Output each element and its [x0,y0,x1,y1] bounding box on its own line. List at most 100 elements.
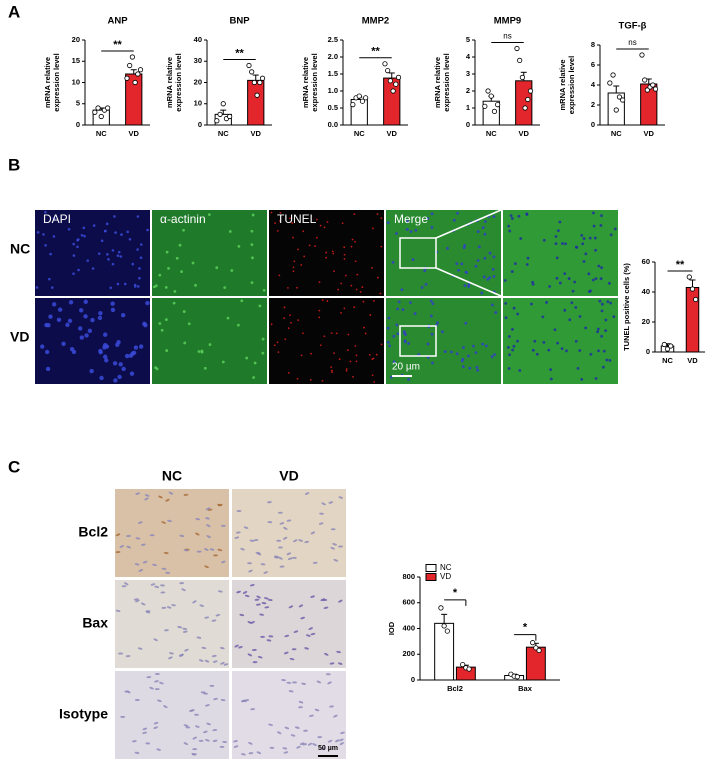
texture [343,246,346,249]
texture [234,644,239,648]
texture [145,610,151,613]
texture [233,745,239,748]
texture [276,539,282,542]
texture [531,348,535,352]
micrograph [503,298,618,384]
texture [125,655,131,658]
texture [107,258,110,261]
texture [324,652,329,656]
texture [296,377,299,380]
x-tick-label: VD [251,129,262,138]
texture [335,739,340,743]
texture [309,378,312,381]
texture [403,331,406,335]
texture [395,323,399,327]
texture [325,251,328,254]
x-tick-label: Bax [518,684,533,693]
texture [182,630,188,633]
texture [333,714,338,718]
texture [126,534,131,538]
data-point [527,88,534,94]
texture [150,583,156,586]
texture [134,563,140,566]
texture [460,262,464,266]
data-point [251,79,257,86]
texture [173,290,177,293]
texture [354,345,357,347]
texture [249,584,255,587]
texture [391,260,395,264]
texture [284,338,287,341]
texture [205,704,210,707]
texture [373,300,375,302]
texture [413,312,417,315]
texture [72,254,76,257]
texture [483,256,487,260]
texture [362,300,365,303]
texture [584,252,588,256]
texture [205,517,210,520]
texture [273,555,279,558]
texture [76,238,79,242]
texture [178,243,182,247]
texture [261,337,265,341]
texture [333,270,335,273]
texture [388,344,392,348]
texture [131,740,137,743]
texture [48,277,51,281]
texture [209,684,215,687]
texture [289,314,291,317]
texture [541,315,545,319]
data-point [482,103,488,109]
texture [573,280,577,284]
texture [236,509,242,512]
column-label: α-actinin [160,212,206,226]
texture [248,742,253,745]
texture [600,334,604,338]
texture [146,228,149,232]
data-point [485,88,491,94]
texture [165,498,170,502]
texture [182,310,186,313]
texture [340,311,342,314]
data-point [639,52,645,58]
texture [298,604,304,608]
texture [486,278,490,281]
texture [431,302,435,306]
texture [199,604,205,607]
zoom-box [399,325,437,357]
micrograph [269,298,384,384]
texture [323,335,326,338]
texture [195,518,201,521]
texture [463,243,467,247]
texture [154,585,160,589]
texture [331,250,334,253]
texture [599,223,603,227]
x-tick-label: NC [486,129,497,138]
texture [102,354,108,359]
texture [278,546,283,549]
texture [302,230,305,233]
texture [493,353,496,357]
texture [56,317,62,323]
data-point [438,605,444,611]
texture [554,242,558,246]
texture [525,212,529,216]
texture [282,747,288,750]
texture [490,355,494,359]
texture [268,723,273,726]
texture [476,368,480,372]
x-tick-label: VD [519,129,530,138]
significance-label: ** [113,39,122,51]
texture [72,242,75,246]
texture [71,349,77,355]
y-tick-label: 40 [194,35,202,44]
texture [52,217,56,220]
texture [198,739,204,742]
texture [511,348,515,352]
texture [308,244,311,247]
texture [506,345,510,349]
texture [338,358,341,361]
texture [424,282,428,286]
texture [409,301,412,305]
